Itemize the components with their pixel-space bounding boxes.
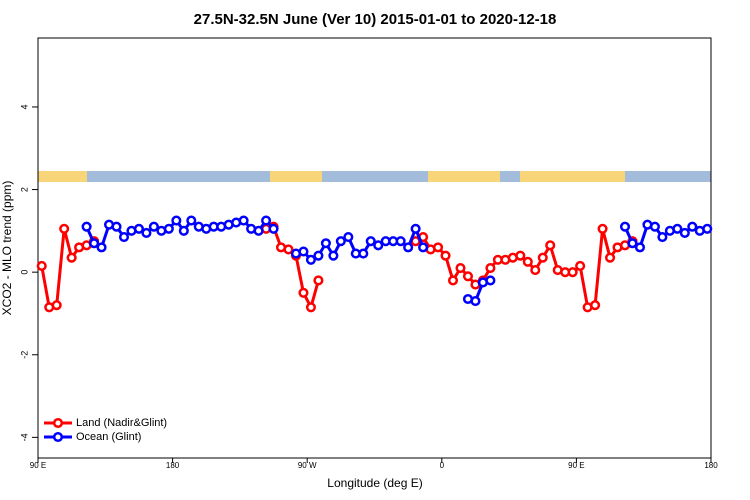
series-point [470, 296, 481, 307]
series-point [298, 287, 309, 298]
series-point [522, 256, 533, 267]
x-tick-label: 90 E [30, 461, 46, 470]
series-point [679, 227, 690, 238]
x-axis-label: Longitude (deg E) [327, 476, 422, 490]
series-point [298, 246, 309, 257]
series-point [178, 225, 189, 236]
y-tick-label: 0 [19, 270, 29, 275]
series-point [268, 223, 279, 234]
series-point [567, 267, 578, 278]
legend-label: Ocean (Glint) [76, 431, 141, 443]
series-point [455, 262, 466, 274]
series-point [649, 221, 660, 232]
y-tick-label: 2 [19, 187, 29, 192]
series-point [238, 215, 249, 226]
series-point [51, 300, 62, 311]
series-point [66, 252, 77, 263]
land-strip [520, 171, 625, 182]
series-point [305, 302, 316, 313]
series-point [148, 221, 159, 232]
land-strip [428, 171, 500, 182]
series-point [313, 250, 324, 261]
land-ocean-strip [38, 171, 711, 182]
series-point [118, 232, 130, 243]
series-point [627, 238, 638, 249]
series-point [335, 236, 346, 247]
series-point [687, 221, 698, 232]
series-point [373, 240, 384, 251]
series-point [672, 223, 683, 234]
series-point [141, 227, 152, 238]
x-tick-label: 180 [166, 461, 180, 470]
series-point [575, 260, 586, 272]
series-point [59, 223, 70, 234]
series-point [403, 242, 414, 253]
series-point [605, 252, 616, 263]
x-tick-label: 90 E [568, 461, 584, 470]
y-tick-label: 4 [19, 104, 29, 109]
x-tick-label: 180 [704, 461, 718, 470]
series-point [440, 250, 451, 261]
series-point [597, 223, 608, 234]
series-point [515, 250, 526, 261]
series-point [261, 215, 272, 226]
series-point [590, 300, 601, 311]
series-point [657, 232, 668, 243]
series-point [418, 242, 429, 253]
y-tick-label: -4 [19, 433, 29, 441]
series-point [36, 260, 47, 272]
series-point [343, 232, 354, 243]
series-point [320, 238, 331, 249]
series-point [447, 275, 459, 286]
series-point [410, 223, 421, 234]
series-point [485, 275, 496, 286]
series-point [111, 221, 122, 232]
series-point [395, 236, 406, 247]
series-point [133, 223, 144, 234]
series-point [163, 223, 174, 234]
series-point [89, 238, 100, 249]
series-point [96, 242, 107, 253]
land-strip [38, 171, 87, 182]
x-tick-label: 90 W [298, 461, 317, 470]
series-point [433, 242, 444, 253]
chart-title: 27.5N-32.5N June (Ver 10) 2015-01-01 to … [194, 11, 557, 28]
series-point [313, 275, 324, 286]
legend-marker [52, 417, 64, 429]
land-strip [270, 171, 322, 182]
series-point [702, 223, 713, 234]
y-axis-label: XCO2 - MLO trend (ppm) [0, 181, 14, 316]
legend-label: Land (Nadir&Glint) [76, 417, 167, 429]
series-point [253, 225, 264, 236]
series-point [462, 271, 474, 282]
series-point [545, 240, 556, 251]
series-point [537, 252, 548, 263]
x-tick-label: 0 [440, 461, 445, 470]
legend-marker [52, 431, 64, 443]
series-point [619, 221, 631, 232]
series-point [186, 215, 197, 226]
series-point [634, 242, 646, 253]
series-point [485, 262, 496, 274]
series-point [365, 236, 376, 247]
series-point [81, 221, 92, 232]
series-point [171, 215, 182, 226]
y-tick-label: -2 [19, 351, 29, 359]
series-point [283, 244, 294, 255]
series-point [328, 250, 339, 261]
plot-frame [37, 37, 712, 459]
ocean-strip [38, 171, 711, 182]
series-point [530, 265, 541, 276]
series-point [358, 248, 369, 259]
series-point [305, 254, 316, 265]
